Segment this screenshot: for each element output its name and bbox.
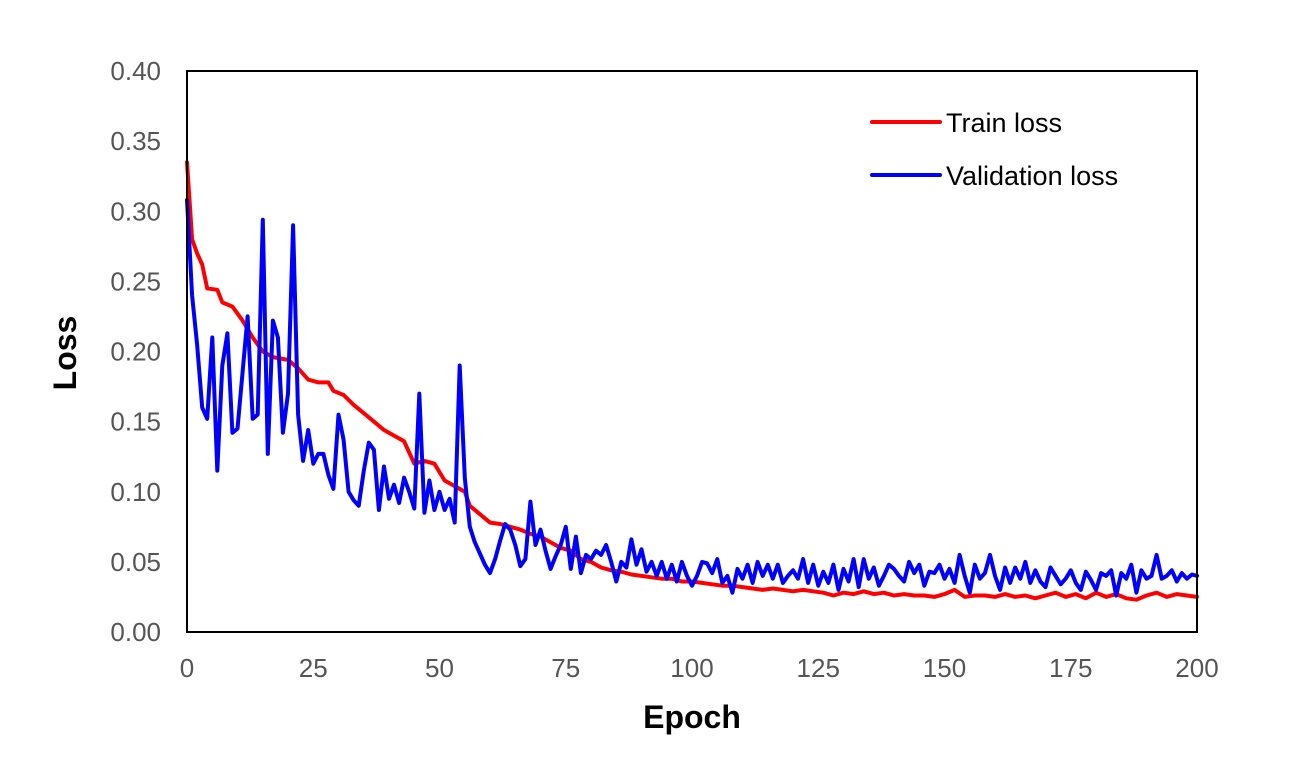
y-axis-title: Loss (47, 316, 83, 391)
x-axis-ticks: 0 25 50 75 100 125 150 175 200 (180, 653, 1219, 683)
x-tick-label: 175 (1049, 653, 1092, 683)
x-tick-label: 100 (670, 653, 713, 683)
x-tick-label: 200 (1175, 653, 1218, 683)
legend-entry-validation-loss: Validation loss (870, 161, 1118, 191)
legend-label: Validation loss (946, 161, 1118, 191)
y-tick-label: 0.40 (110, 56, 161, 86)
x-tick-label: 25 (299, 653, 328, 683)
y-tick-label: 0.25 (110, 266, 161, 296)
legend-entry-train-loss: Train loss (870, 108, 1062, 138)
y-tick-label: 0.35 (110, 126, 161, 156)
y-axis-ticks: 0.00 0.05 0.10 0.15 0.20 0.25 0.30 0.35 0.40 (110, 56, 161, 647)
x-tick-label: 75 (551, 653, 580, 683)
validation-loss-line (185, 198, 1199, 598)
plot-area-border (186, 70, 1198, 633)
legend: Train loss Validation loss (870, 108, 1118, 191)
series-layer (185, 160, 1199, 602)
x-tick-label: 50 (425, 653, 454, 683)
legend-label: Train loss (946, 108, 1062, 138)
x-tick-label: 150 (923, 653, 966, 683)
x-tick-label: 0 (180, 653, 194, 683)
y-tick-label: 0.10 (110, 477, 161, 507)
y-tick-label: 0.05 (110, 547, 161, 577)
y-tick-label: 0.15 (110, 407, 161, 437)
y-tick-label: 0.30 (110, 196, 161, 226)
train-loss-line (185, 160, 1199, 602)
x-axis-title: Epoch (643, 699, 741, 735)
y-tick-label: 0.00 (110, 617, 161, 647)
y-tick-label: 0.20 (110, 337, 161, 367)
x-tick-label: 125 (797, 653, 840, 683)
